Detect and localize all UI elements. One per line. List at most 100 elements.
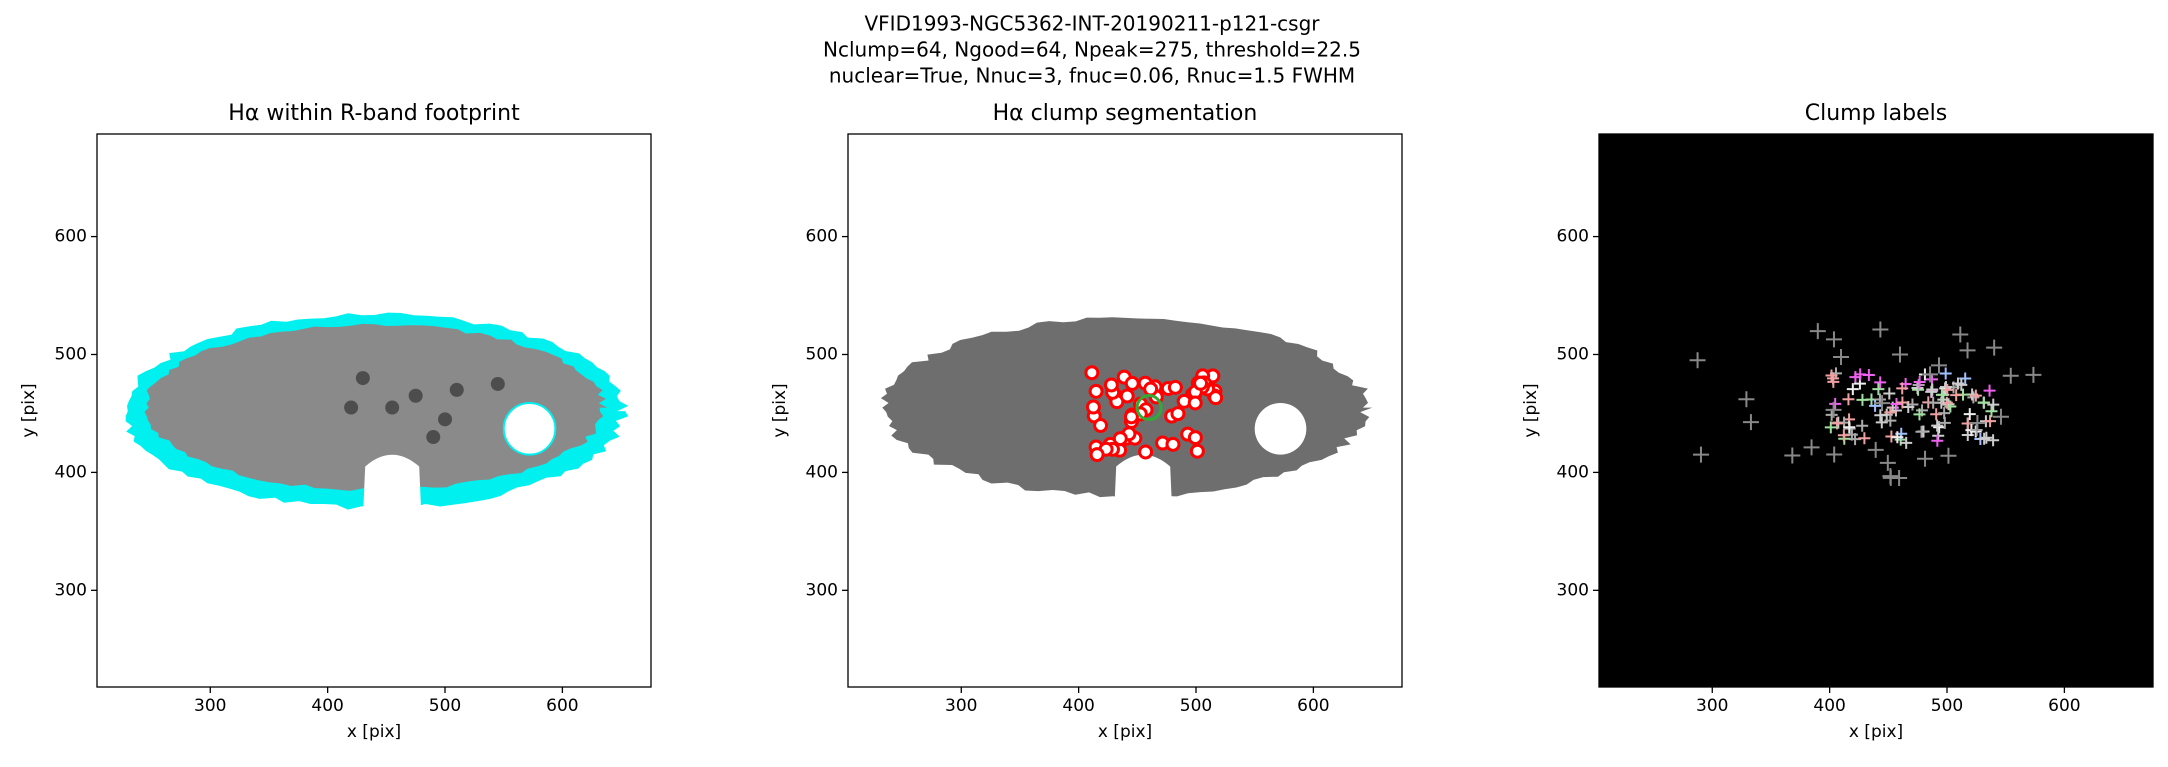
- x-tick-label: 400: [311, 696, 343, 716]
- clump-label: [1842, 393, 1855, 406]
- masked-notch: [362, 454, 422, 520]
- galaxy-knot: [490, 376, 505, 391]
- clump-label: [1869, 399, 1882, 412]
- clump-label: [1825, 331, 1842, 348]
- clump-label: [1955, 378, 1968, 391]
- clump-label: [1867, 441, 1884, 458]
- y-tick-label: 600: [1557, 227, 1589, 247]
- axes-frame: [1598, 133, 2154, 688]
- clump-label: [1917, 450, 1934, 467]
- clump-label: [1826, 446, 1843, 463]
- clump-label: [1874, 376, 1887, 389]
- clump-marker: [1123, 409, 1139, 425]
- clump-label: [1925, 385, 1938, 398]
- clump-label: [1952, 326, 1969, 343]
- clump-label: [1803, 439, 1820, 456]
- clump-label: [1959, 342, 1976, 359]
- clump-label: [1829, 397, 1842, 410]
- y-tick-label: 600: [55, 227, 87, 247]
- clump-label: [1824, 421, 1837, 434]
- masked-star: [502, 401, 557, 456]
- x-tick-label: 400: [1813, 696, 1845, 716]
- masked-notch: [1113, 454, 1173, 520]
- clump-marker: [1103, 377, 1119, 393]
- clump-marker: [1189, 443, 1205, 459]
- clump-label: [1931, 419, 1944, 432]
- clump-label: [1985, 405, 1998, 418]
- clump-marker: [1084, 365, 1100, 381]
- clump-label: [2025, 366, 2042, 383]
- x-tick-label: 500: [1931, 696, 1963, 716]
- y-tick-label: 500: [1557, 344, 1589, 364]
- clump-label: [1940, 447, 1957, 464]
- clump-label: [1890, 397, 1903, 410]
- clump-label: [1784, 447, 1801, 464]
- clump-label: [1938, 416, 1951, 429]
- clump-marker: [1187, 395, 1203, 411]
- clump-label: [1911, 381, 1924, 394]
- y-tick-label: 400: [55, 462, 87, 482]
- y-axis-label: y [pix]: [19, 383, 39, 437]
- clump-label: [1846, 383, 1859, 396]
- x-tick-label: 600: [546, 696, 578, 716]
- clump-marker: [1089, 447, 1105, 463]
- clump-label: [1927, 396, 1940, 409]
- clump-label: [1858, 432, 1871, 445]
- y-tick-label: 500: [55, 344, 87, 364]
- clump-label: [1833, 348, 1850, 365]
- galaxy-knot: [426, 430, 441, 445]
- clump-label: [1977, 396, 1990, 409]
- clump-marker: [1088, 383, 1104, 399]
- clump-label: [1692, 446, 1709, 463]
- clump-label: [1913, 376, 1926, 389]
- clump-label: [2002, 367, 2019, 384]
- clump-label: [1967, 391, 1980, 404]
- y-axis-label: y [pix]: [770, 383, 790, 437]
- clump-marker: [1208, 390, 1224, 406]
- clump-label: [1872, 383, 1885, 396]
- clump-label: [1883, 387, 1896, 400]
- figure-title: Nclump=64, Ngood=64, Npeak=275, threshol…: [823, 38, 1361, 62]
- chart-title: Hα within R-band footprint: [228, 101, 520, 126]
- y-tick-label: 300: [1557, 580, 1589, 600]
- y-tick-label: 300: [806, 580, 838, 600]
- x-tick-label: 400: [1062, 696, 1094, 716]
- clump-label: [1969, 389, 1982, 402]
- clump-label: [1978, 432, 1991, 445]
- clump-label: [1986, 339, 2003, 356]
- galaxy-knot: [385, 400, 400, 415]
- axes-frame: [96, 133, 652, 688]
- clump-label: [1742, 414, 1759, 431]
- y-tick-label: 600: [806, 227, 838, 247]
- clump-marker: [1187, 430, 1203, 446]
- plot-area: [1599, 134, 2153, 687]
- x-tick-label: 300: [194, 696, 226, 716]
- galaxy-knot: [449, 382, 464, 397]
- clump-label: [1987, 434, 2000, 447]
- clump-label: [1959, 372, 1972, 385]
- clump-marker: [1119, 388, 1135, 404]
- galaxy-region: [144, 323, 608, 491]
- galaxy-knot: [408, 388, 423, 403]
- clump-label: [1963, 408, 1976, 421]
- chart-title: Clump labels: [1805, 101, 1947, 126]
- galaxy-knot: [355, 371, 370, 386]
- clump-label: [1825, 369, 1838, 382]
- clump-label: [1837, 429, 1850, 442]
- clump-label: [1987, 398, 2000, 411]
- galaxy-knot: [438, 412, 453, 427]
- clump-marker: [1167, 379, 1183, 395]
- clump-marker: [1112, 431, 1128, 447]
- y-tick-label: 400: [1557, 462, 1589, 482]
- clump-label: [1891, 431, 1904, 444]
- y-tick-label: 500: [806, 344, 838, 364]
- axes-frame: [847, 133, 1403, 688]
- plot-area: [848, 134, 1402, 687]
- clump-label: [1935, 388, 1948, 401]
- clump-marker: [1170, 406, 1186, 422]
- clump-marker: [1093, 417, 1109, 433]
- clump-marker: [1193, 375, 1209, 391]
- clump-label: [1856, 393, 1869, 406]
- nucleus-marker: [1135, 394, 1163, 422]
- clump-label: [1843, 421, 1856, 434]
